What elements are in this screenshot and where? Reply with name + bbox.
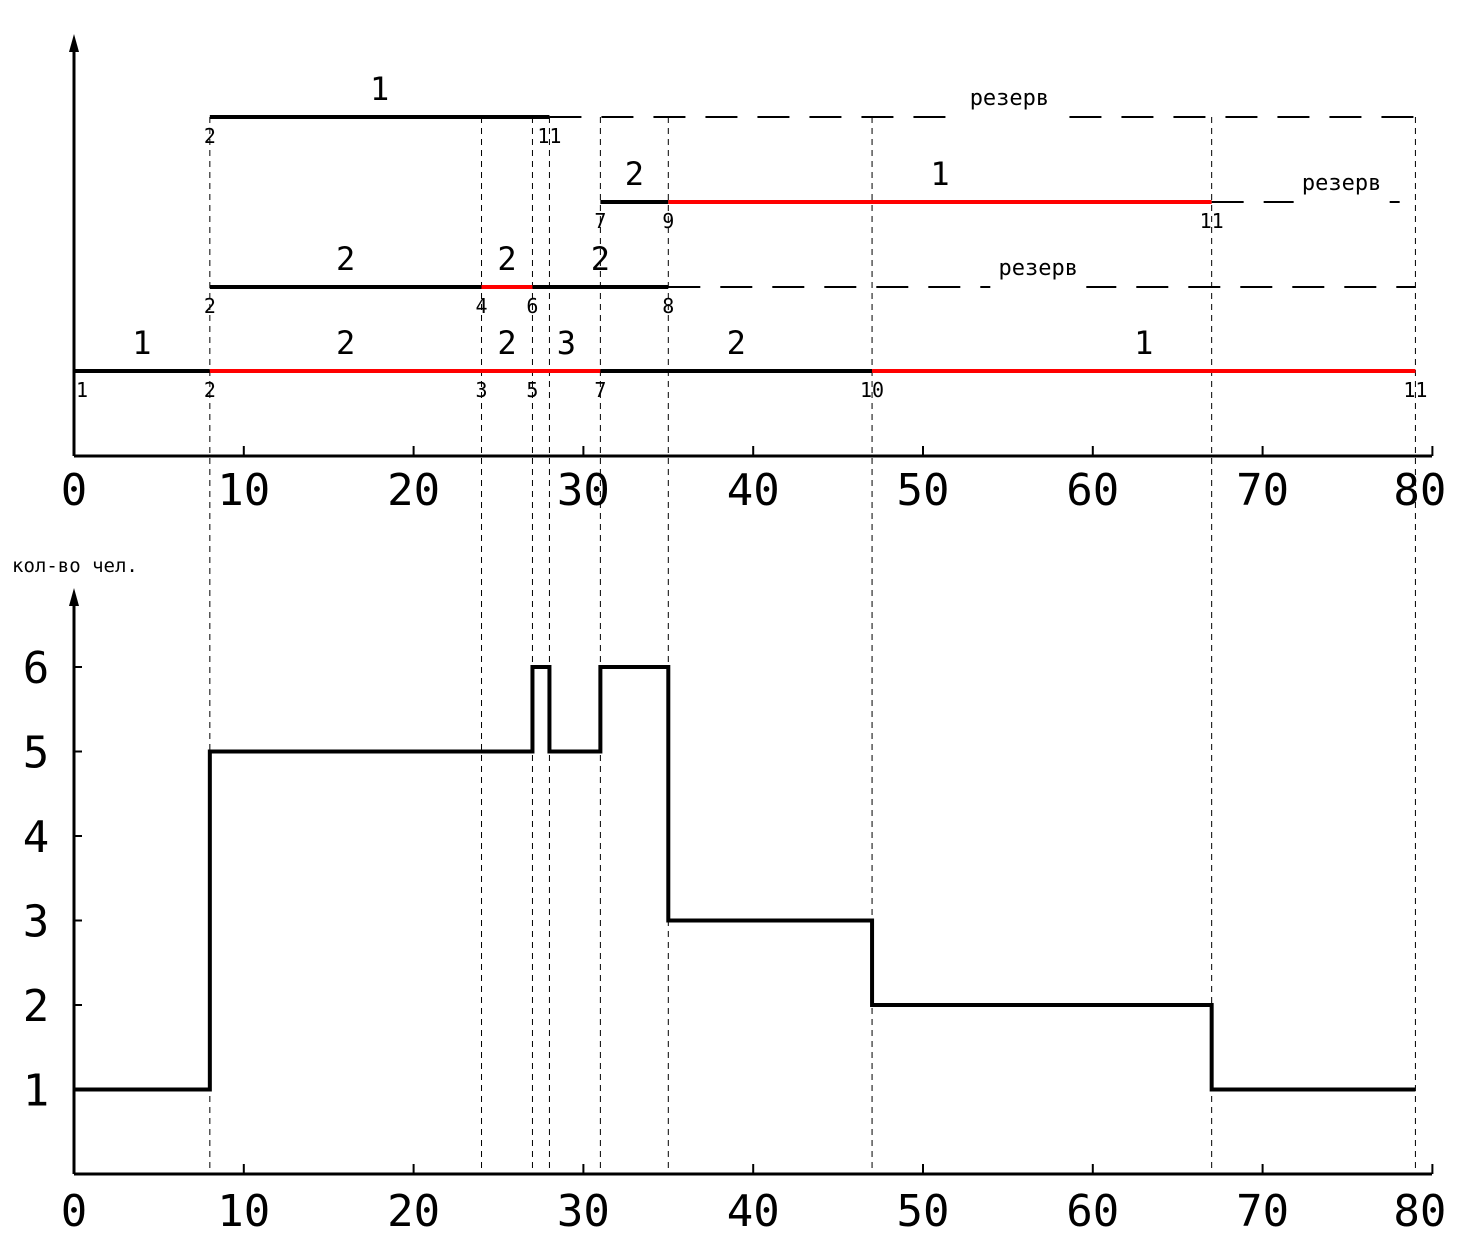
reserve-label: резерв (1302, 171, 1381, 196)
task-workers-label: 2 (497, 324, 516, 362)
reserve-gap (990, 282, 1087, 292)
top-x-tick-label: 10 (217, 465, 270, 516)
bottom-y-tick-label: 2 (23, 981, 50, 1032)
event-node-label: 1 (76, 378, 88, 402)
bottom-x-tick-label: 80 (1393, 1186, 1446, 1237)
event-node-label: 2 (204, 294, 216, 318)
top-y-axis-arrow (69, 34, 79, 52)
event-node-label: 2 (204, 124, 216, 148)
top-x-tick-label: 20 (387, 465, 440, 516)
task-workers-label: 1 (132, 324, 151, 362)
task-workers-label: 2 (497, 240, 516, 278)
event-node-label: 11 (1200, 209, 1224, 233)
bottom-y-tick-label: 5 (23, 728, 50, 779)
bottom-y-tick-label: 1 (23, 1066, 50, 1117)
task-workers-label: 2 (336, 324, 355, 362)
bottom-x-tick-label: 0 (61, 1186, 88, 1237)
event-node-label: 2 (204, 378, 216, 402)
event-node-label: 6 (526, 294, 538, 318)
task-workers-label: 1 (930, 155, 949, 193)
top-x-tick-label: 80 (1393, 465, 1446, 516)
task-workers-label: 2 (336, 240, 355, 278)
event-node-label: 7 (594, 378, 606, 402)
bottom-y-tick-label: 3 (23, 897, 50, 948)
reserve-label: резерв (970, 86, 1049, 111)
reserve-gap (961, 112, 1058, 122)
bottom-y-axis-label: кол-во чел. (12, 555, 138, 577)
top-x-tick-label: 30 (557, 465, 610, 516)
top-x-tick-label: 60 (1066, 465, 1119, 516)
event-node-label: 4 (475, 294, 487, 318)
task-workers-label: 2 (727, 324, 746, 362)
event-node-label: 11 (537, 124, 561, 148)
top-x-tick-label: 0 (61, 465, 88, 516)
event-node-label: 5 (526, 378, 538, 402)
bottom-x-tick-label: 70 (1236, 1186, 1289, 1237)
bottom-x-tick-label: 10 (217, 1186, 270, 1237)
task-workers-label: 1 (370, 70, 389, 108)
bottom-x-tick-label: 50 (897, 1186, 950, 1237)
bottom-x-tick-label: 20 (387, 1186, 440, 1237)
event-node-label: 9 (662, 209, 674, 233)
event-node-label: 10 (860, 378, 884, 402)
top-x-tick-label: 50 (897, 465, 950, 516)
event-node-label: 3 (475, 378, 487, 402)
bottom-y-tick-label: 4 (23, 812, 50, 863)
bottom-y-tick-label: 6 (23, 643, 50, 694)
task-workers-label: 1 (1134, 324, 1153, 362)
top-x-tick-label: 70 (1236, 465, 1289, 516)
task-workers-label: 3 (557, 324, 576, 362)
task-workers-label: 2 (625, 155, 644, 193)
task-workers-label: 2 (591, 240, 610, 278)
event-node-label: 11 (1403, 378, 1427, 402)
reserve-label: резерв (999, 256, 1078, 281)
reserve-gap (1293, 197, 1390, 207)
event-node-label: 8 (662, 294, 674, 318)
bottom-x-tick-label: 30 (557, 1186, 610, 1237)
bottom-x-tick-label: 40 (727, 1186, 780, 1237)
workers-step-line (74, 665, 1416, 1092)
bottom-y-axis-arrow (69, 588, 79, 606)
top-x-tick-label: 40 (727, 465, 780, 516)
bottom-x-tick-label: 60 (1066, 1186, 1119, 1237)
event-node-label: 7 (594, 209, 606, 233)
